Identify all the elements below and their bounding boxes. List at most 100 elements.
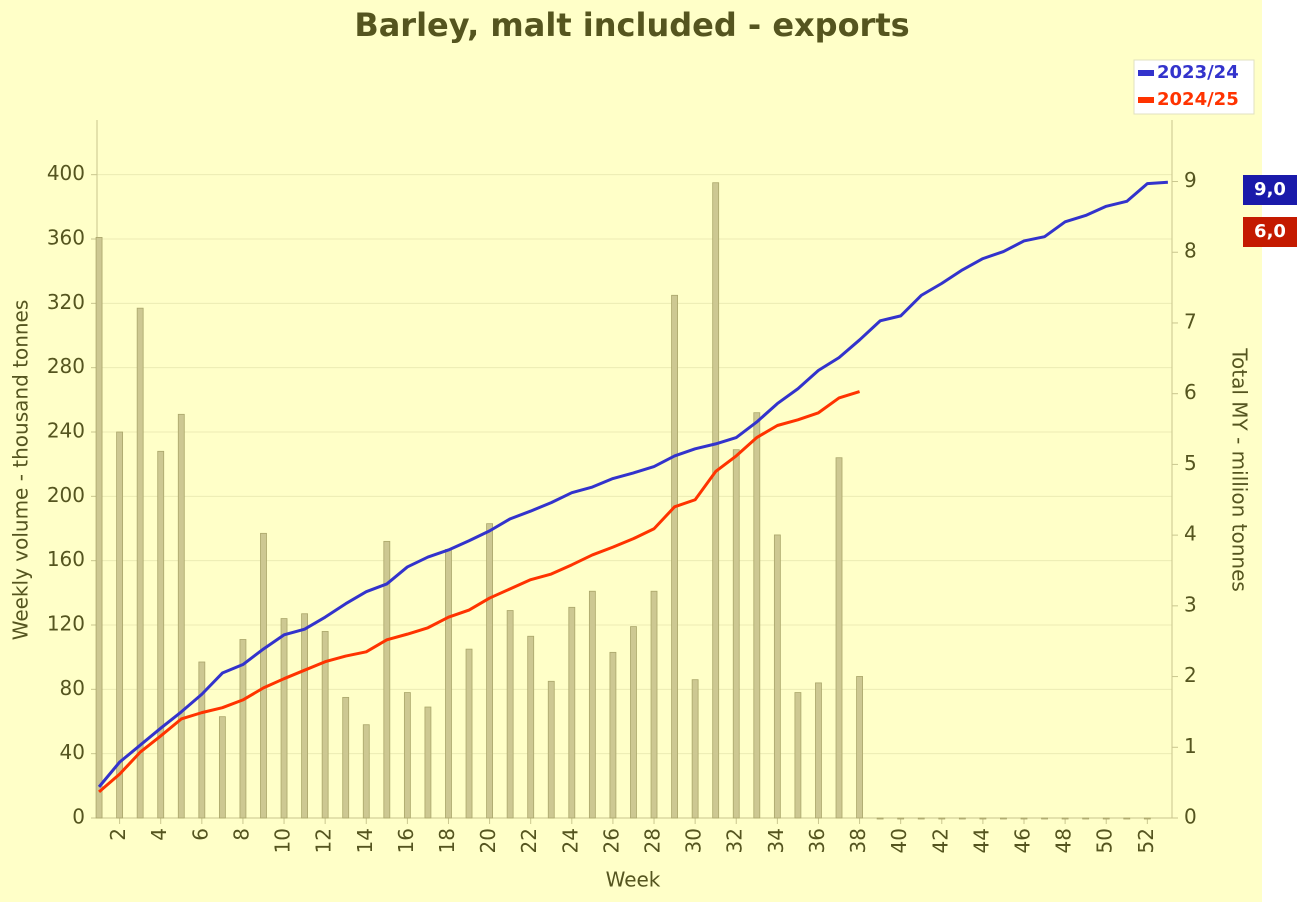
y-tick-label: 200 [47, 483, 85, 507]
end-badge-label: 9,0 [1254, 179, 1286, 200]
bar [136, 307, 144, 819]
x-tick-label: 28 [641, 828, 665, 853]
y2-tick-label: 6 [1184, 380, 1197, 404]
bar [527, 635, 535, 819]
bar [958, 817, 966, 820]
bar [630, 626, 637, 819]
legend-swatch [1138, 70, 1154, 76]
legend-label: 2024/25 [1157, 89, 1239, 110]
bar [116, 431, 124, 819]
bar [1000, 817, 1007, 820]
x-axis-title: Week [606, 868, 661, 892]
x-tick-label: 2 [106, 828, 130, 841]
x-tick-label: 30 [682, 828, 706, 853]
y2-axis-title: Total MY - million tonnes [1228, 347, 1252, 592]
line-series [97, 180, 1168, 788]
y-tick-label: 240 [47, 419, 85, 443]
bar [403, 692, 411, 819]
x-tick-label: 6 [188, 828, 212, 841]
bar [753, 412, 761, 819]
x-tick-label: 40 [887, 828, 911, 853]
x-tick-label: 16 [394, 828, 418, 853]
x-tick-label: 44 [969, 828, 993, 853]
end-badge [1243, 175, 1297, 205]
bar [650, 590, 658, 819]
bar [362, 724, 370, 819]
bar [95, 237, 103, 819]
bar [547, 680, 555, 819]
bar [342, 696, 350, 819]
y2-tick-label: 1 [1184, 734, 1197, 758]
bar [383, 540, 391, 819]
bar [301, 613, 309, 819]
legend-box [1133, 59, 1255, 115]
y-axis-title: Weekly volume - thousand tonnes [9, 300, 33, 641]
bar [1082, 817, 1090, 820]
bar [588, 590, 596, 819]
x-tick-label: 8 [229, 828, 253, 841]
legend-swatch [1138, 97, 1154, 103]
x-tick-label: 22 [517, 828, 541, 853]
x-tick-label: 48 [1052, 828, 1076, 853]
x-tick-label: 46 [1011, 828, 1035, 853]
x-tick-label: 36 [805, 828, 829, 853]
bar [1061, 817, 1069, 820]
bar [979, 817, 987, 820]
x-tick-label: 20 [476, 828, 500, 853]
y2-tick-label: 4 [1184, 522, 1197, 546]
x-tick-label: 14 [353, 828, 377, 853]
bar [239, 639, 247, 819]
x-tick-label: 42 [928, 828, 952, 853]
bar [198, 661, 206, 819]
bar [177, 413, 185, 819]
end-badge-label: 6,0 [1254, 221, 1286, 242]
y2-tick-label: 9 [1184, 168, 1197, 192]
y-tick-label: 40 [60, 740, 85, 764]
chart-title: Barley, malt included - exports [354, 6, 909, 44]
x-tick-label: 34 [764, 828, 788, 853]
bar [815, 682, 822, 819]
y-tick-label: 360 [47, 226, 85, 250]
bar [917, 817, 925, 820]
bar [671, 294, 678, 819]
y2-tick-label: 0 [1184, 805, 1197, 829]
bar [506, 610, 514, 819]
x-tick-label: 12 [312, 828, 336, 853]
x-tick-label: 18 [435, 828, 459, 853]
x-tick-label: 24 [558, 828, 582, 853]
bar [897, 817, 905, 820]
y2-tick-label: 7 [1184, 309, 1197, 333]
bar [773, 534, 781, 819]
bar [1102, 817, 1110, 820]
y2-tick-label: 8 [1184, 239, 1197, 263]
bar [1123, 817, 1131, 820]
bar [712, 182, 720, 819]
y-tick-label: 320 [47, 290, 85, 314]
y-tick-label: 0 [72, 805, 85, 829]
bar [280, 618, 288, 819]
bar [1041, 817, 1048, 820]
bar [732, 449, 740, 819]
bar [321, 631, 329, 819]
y-tick-label: 80 [60, 676, 85, 700]
bar [835, 457, 843, 819]
legend-label: 2023/24 [1157, 62, 1239, 83]
bar [876, 817, 884, 820]
bar [794, 692, 802, 819]
x-tick-label: 10 [271, 828, 295, 853]
line-series [98, 390, 861, 793]
x-tick-label: 38 [846, 828, 870, 853]
end-badge [1243, 217, 1297, 247]
bar [1143, 817, 1151, 820]
bar [568, 606, 576, 819]
bar [691, 679, 699, 819]
y2-tick-label: 5 [1184, 451, 1197, 475]
bar [609, 651, 617, 819]
bar [218, 716, 226, 819]
bar [445, 549, 452, 819]
bar [938, 817, 946, 820]
x-tick-label: 32 [723, 828, 747, 853]
y-tick-label: 160 [47, 547, 85, 571]
y2-tick-label: 2 [1184, 663, 1197, 687]
